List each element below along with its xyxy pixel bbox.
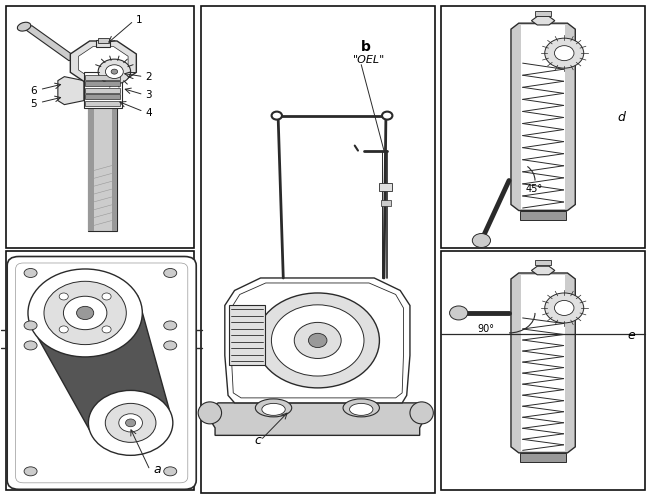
Ellipse shape (271, 112, 282, 120)
Polygon shape (207, 403, 426, 435)
Bar (201, 6, 435, 493)
Ellipse shape (164, 467, 176, 476)
Ellipse shape (111, 69, 118, 74)
Ellipse shape (24, 269, 37, 278)
Bar (85, 75, 120, 80)
Ellipse shape (102, 326, 111, 333)
Ellipse shape (555, 301, 574, 316)
Text: 1: 1 (136, 15, 143, 25)
FancyBboxPatch shape (7, 257, 196, 489)
Text: 90°: 90° (478, 324, 495, 334)
Ellipse shape (24, 341, 37, 350)
Bar (96, 40, 111, 47)
Bar (381, 199, 391, 205)
Text: a: a (154, 463, 161, 476)
Ellipse shape (410, 402, 434, 424)
Bar (521, 25, 565, 208)
Ellipse shape (28, 269, 143, 357)
Bar (85, 101, 120, 106)
Text: 45°: 45° (525, 183, 542, 193)
Ellipse shape (545, 38, 584, 68)
Ellipse shape (164, 341, 176, 350)
Ellipse shape (309, 333, 327, 348)
Text: "OEL": "OEL" (353, 55, 385, 65)
Bar (85, 88, 120, 93)
Ellipse shape (77, 306, 94, 320)
Text: 6: 6 (30, 86, 36, 96)
Ellipse shape (473, 233, 490, 247)
Bar (85, 94, 120, 99)
Ellipse shape (98, 59, 131, 84)
Ellipse shape (126, 419, 135, 427)
Polygon shape (23, 26, 77, 61)
Bar (380, 183, 393, 190)
Ellipse shape (294, 323, 341, 359)
Ellipse shape (382, 112, 393, 120)
Bar (520, 453, 566, 462)
Polygon shape (79, 47, 128, 80)
Polygon shape (29, 296, 169, 429)
Text: b: b (361, 40, 370, 54)
Ellipse shape (102, 293, 111, 300)
Bar (535, 11, 551, 16)
Ellipse shape (255, 399, 292, 417)
Ellipse shape (18, 22, 31, 31)
Bar (535, 261, 551, 266)
Ellipse shape (545, 293, 584, 323)
Text: 5: 5 (30, 99, 36, 109)
Polygon shape (531, 266, 555, 275)
Ellipse shape (350, 403, 373, 415)
Text: 3: 3 (146, 90, 152, 100)
Bar (520, 210, 566, 219)
Polygon shape (225, 278, 410, 403)
Bar (89, 106, 94, 230)
Text: e: e (628, 329, 635, 342)
Bar (441, 252, 645, 490)
Polygon shape (531, 17, 555, 25)
Text: c: c (254, 434, 261, 447)
Bar (441, 6, 645, 248)
Polygon shape (511, 273, 575, 453)
Ellipse shape (271, 305, 364, 376)
Ellipse shape (105, 403, 156, 442)
Ellipse shape (555, 46, 574, 61)
Bar (112, 106, 117, 230)
Text: d: d (618, 111, 626, 124)
Bar (84, 72, 122, 108)
Ellipse shape (59, 326, 68, 333)
Bar (229, 306, 265, 365)
Ellipse shape (262, 403, 285, 415)
Ellipse shape (198, 402, 221, 424)
Bar (85, 81, 120, 86)
Bar (521, 275, 565, 451)
Ellipse shape (59, 293, 68, 300)
Polygon shape (58, 77, 84, 105)
Ellipse shape (343, 399, 380, 417)
Ellipse shape (118, 414, 143, 432)
Ellipse shape (256, 293, 380, 388)
Ellipse shape (89, 390, 173, 455)
Ellipse shape (44, 281, 126, 345)
Ellipse shape (24, 467, 37, 476)
Polygon shape (70, 41, 136, 85)
Ellipse shape (450, 306, 468, 320)
Ellipse shape (24, 321, 37, 330)
Bar (89, 106, 117, 230)
Bar (6, 252, 194, 490)
Text: 2: 2 (146, 72, 152, 82)
Text: 4: 4 (146, 108, 152, 118)
Ellipse shape (164, 321, 176, 330)
Ellipse shape (164, 269, 176, 278)
Bar (98, 38, 109, 43)
Polygon shape (511, 23, 575, 210)
Bar (6, 6, 194, 248)
Ellipse shape (63, 296, 107, 330)
Ellipse shape (105, 65, 123, 79)
